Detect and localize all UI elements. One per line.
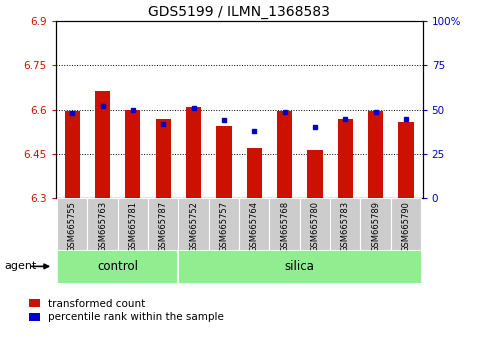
Bar: [330, 198, 360, 250]
Text: GSM665790: GSM665790: [401, 201, 411, 252]
Bar: [307, 150, 323, 198]
Bar: [118, 198, 148, 250]
Text: agent: agent: [5, 261, 37, 272]
Bar: [87, 198, 118, 250]
Bar: [398, 121, 413, 198]
Text: control: control: [97, 260, 138, 273]
Bar: [338, 119, 353, 198]
Text: GSM665780: GSM665780: [311, 201, 319, 252]
Text: GSM665768: GSM665768: [280, 201, 289, 252]
Text: GSM665783: GSM665783: [341, 201, 350, 252]
Bar: [57, 198, 87, 250]
Bar: [125, 110, 141, 198]
Text: GSM665752: GSM665752: [189, 201, 198, 252]
Bar: [209, 198, 239, 250]
Bar: [368, 111, 383, 198]
Bar: [247, 148, 262, 198]
Bar: [216, 126, 231, 198]
Title: GDS5199 / ILMN_1368583: GDS5199 / ILMN_1368583: [148, 5, 330, 19]
Text: GSM665764: GSM665764: [250, 201, 259, 252]
Bar: [300, 198, 330, 250]
Bar: [186, 107, 201, 198]
Bar: [57, 250, 178, 283]
Bar: [360, 198, 391, 250]
Bar: [270, 198, 300, 250]
Text: GSM665757: GSM665757: [219, 201, 228, 252]
Bar: [95, 91, 110, 198]
Bar: [178, 198, 209, 250]
Text: GSM665789: GSM665789: [371, 201, 380, 252]
Bar: [277, 111, 292, 198]
Bar: [156, 119, 171, 198]
Text: GSM665755: GSM665755: [68, 201, 77, 252]
Legend: transformed count, percentile rank within the sample: transformed count, percentile rank withi…: [29, 299, 224, 322]
Bar: [239, 198, 270, 250]
Text: GSM665781: GSM665781: [128, 201, 137, 252]
Text: GSM665763: GSM665763: [98, 201, 107, 252]
Bar: [178, 250, 421, 283]
Bar: [65, 111, 80, 198]
Text: GSM665787: GSM665787: [159, 201, 168, 252]
Text: silica: silica: [285, 260, 315, 273]
Bar: [148, 198, 178, 250]
Bar: [391, 198, 421, 250]
